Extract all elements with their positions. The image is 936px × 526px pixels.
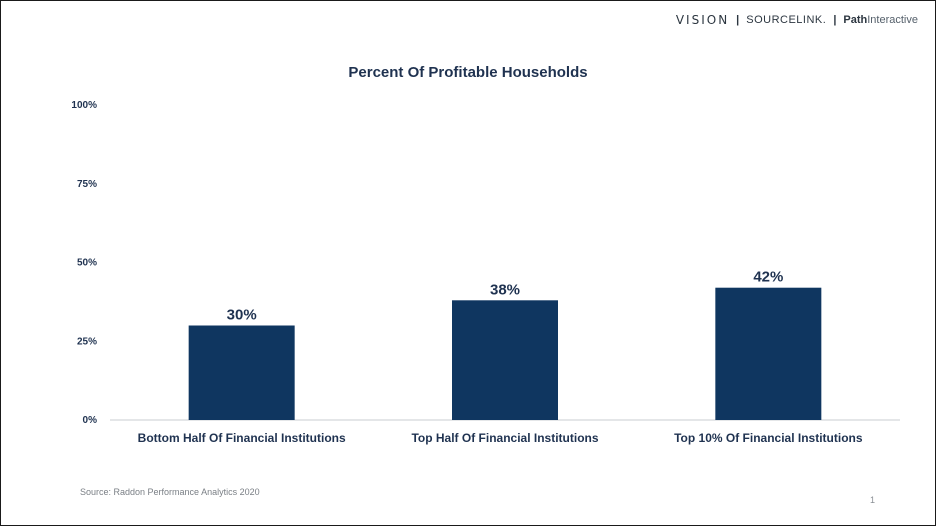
x-axis-category-labels: Bottom Half Of Financial Institutions Top… <box>138 431 863 445</box>
x-category-label: Top Half Of Financial Institutions <box>411 431 598 445</box>
y-tick-label: 25% <box>77 336 97 347</box>
bar <box>188 325 295 420</box>
y-tick-label: 0% <box>83 415 98 426</box>
logo-separator: | <box>833 14 837 26</box>
bar-value-label: 42% <box>753 269 783 286</box>
chart-title: Percent Of Profitable Households <box>348 64 588 81</box>
x-category-label: Top 10% Of Financial Institutions <box>674 431 863 445</box>
logo-separator: | <box>736 14 740 26</box>
path-logo-light: Interactive <box>867 14 918 26</box>
y-tick-label: 50% <box>77 258 97 269</box>
x-category-label: Bottom Half Of Financial Institutions <box>138 431 346 445</box>
header-logos: VISION | SOURCELINK. | PathInteractive <box>676 13 918 27</box>
source-note: Source: Raddon Performance Analytics 202… <box>80 487 260 497</box>
y-axis-tick-labels: 0% 25% 50% 75% 100% <box>71 100 97 426</box>
bar <box>452 300 558 420</box>
path-logo-bold: Path <box>843 14 868 26</box>
bar-value-label: 30% <box>227 307 257 324</box>
page-number: 1 <box>870 495 876 505</box>
bar-value-labels: 30% 38% 42% <box>227 269 784 324</box>
path-interactive-logo: PathInteractive <box>843 14 918 26</box>
vision-logo: VISION <box>675 13 730 27</box>
y-tick-label: 100% <box>71 100 97 111</box>
bar-value-label: 38% <box>490 281 520 298</box>
y-tick-label: 75% <box>77 179 97 190</box>
sourcelink-logo: SOURCELINK. <box>746 14 827 26</box>
bars <box>188 287 822 420</box>
bar <box>715 287 822 420</box>
